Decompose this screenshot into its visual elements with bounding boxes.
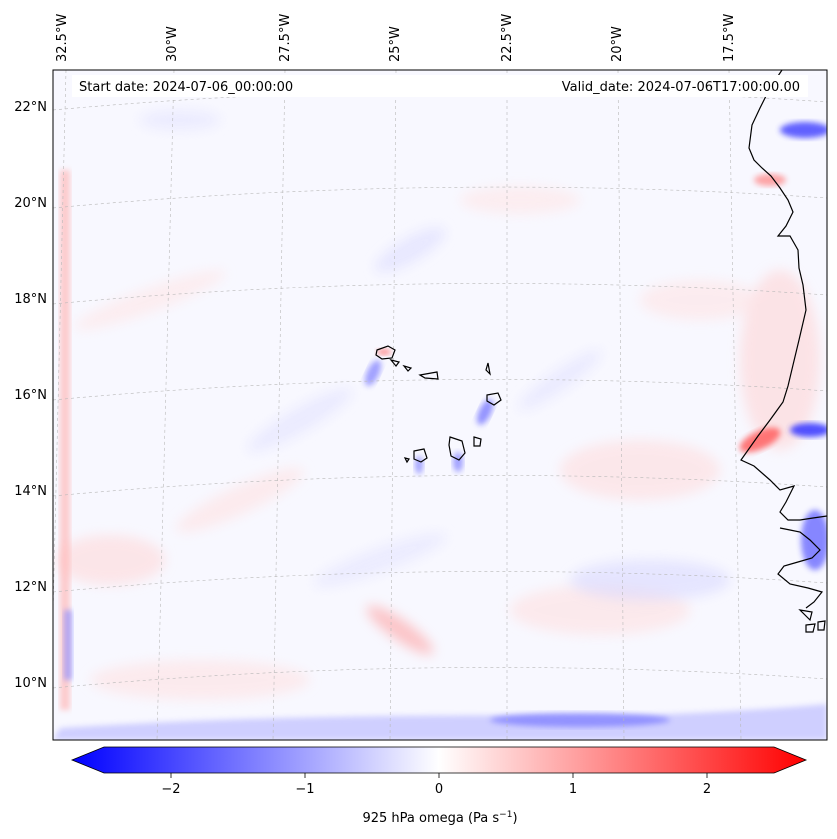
lat-label: 18°N xyxy=(14,292,47,307)
lon-label: 25°W xyxy=(388,26,403,62)
colorbar-tick-label: −2 xyxy=(161,782,180,797)
colorbar-label-prefix: 925 hPa omega (Pa s xyxy=(362,811,499,826)
lat-label: 10°N xyxy=(14,676,47,691)
lon-label: 30°W xyxy=(165,26,180,62)
colorbar-label: 925 hPa omega (Pa s−1) xyxy=(362,810,517,826)
start-date-label: Start date: 2024-07-06_00:00:00 xyxy=(79,80,293,95)
lat-label: 22°N xyxy=(14,100,47,115)
colorbar-body xyxy=(70,746,808,774)
map-border xyxy=(52,69,828,741)
colorbar-tick-label: −1 xyxy=(295,782,314,797)
lat-label: 12°N xyxy=(14,580,47,595)
header-box xyxy=(72,75,808,97)
lat-label: 20°N xyxy=(14,196,47,211)
west-africa-coastline xyxy=(740,70,827,521)
colorbar: −2 −1 0 1 2 925 hPa omega (Pa s−1) xyxy=(70,746,808,826)
colorbar-tick-label: 1 xyxy=(569,782,577,797)
longitude-labels: 32.5°W 30°W 27.5°W 25°W 22.5°W 20°W 17.5… xyxy=(55,14,737,62)
lon-label: 17.5°W xyxy=(722,14,737,62)
valid-date-label: Valid_date: 2024-07-06T17:00:00.00 xyxy=(562,80,800,95)
lon-label: 32.5°W xyxy=(55,14,70,62)
colorbar-tick-label: 2 xyxy=(703,782,711,797)
map-panel xyxy=(52,69,828,741)
colorbar-ticks: −2 −1 0 1 2 xyxy=(161,773,711,797)
colorbar-label-sup: −1 xyxy=(499,810,512,820)
latitude-labels: 22°N 20°N 18°N 16°N 14°N 12°N 10°N xyxy=(14,100,47,691)
lon-label: 20°W xyxy=(610,26,625,62)
omega-field xyxy=(53,110,827,740)
lat-label: 16°N xyxy=(14,388,47,403)
lon-label: 27.5°W xyxy=(278,14,293,62)
colorbar-label-suffix: ) xyxy=(512,811,517,826)
colorbar-tick-label: 0 xyxy=(435,782,443,797)
coastlines xyxy=(375,70,827,633)
lon-label: 22.5°W xyxy=(500,14,515,62)
gridlines xyxy=(53,70,827,740)
lat-label: 14°N xyxy=(14,484,47,499)
cape-verde-islands xyxy=(375,345,396,360)
